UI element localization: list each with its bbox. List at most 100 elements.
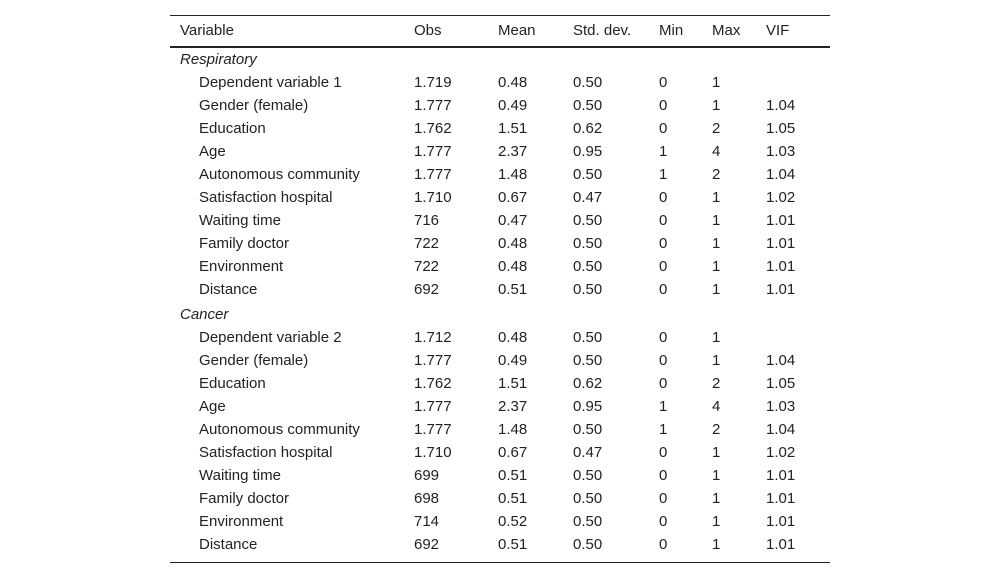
table-cell: 1.03 [766, 398, 796, 415]
table-cell: 0 [659, 97, 668, 114]
table-cell: 2.37 [498, 143, 528, 160]
table-cell: 2.37 [498, 398, 528, 415]
table-cell: 1 [659, 421, 668, 438]
column-header: Mean [498, 22, 536, 39]
table-cell: 2 [712, 421, 721, 438]
table-cell: 1 [712, 467, 721, 484]
table-cell: 1 [712, 74, 721, 91]
table-cell: 1 [712, 490, 721, 507]
variable-name: Age [199, 398, 226, 415]
table-cell: 0 [659, 513, 668, 530]
table-cell: 1 [659, 166, 668, 183]
table-cell: 0.48 [498, 329, 528, 346]
table-cell: 0.49 [498, 97, 528, 114]
table-cell: 1 [712, 536, 721, 553]
bottom-rule [170, 562, 830, 563]
variable-name: Dependent variable 2 [199, 329, 342, 346]
table-cell: 1 [712, 97, 721, 114]
table-cell: 2 [712, 375, 721, 392]
table-cell: 1.51 [498, 375, 528, 392]
table-cell: 0.95 [573, 398, 603, 415]
table-cell: 1.710 [414, 189, 452, 206]
table-cell: 0.47 [573, 189, 603, 206]
table-cell: 1.03 [766, 143, 796, 160]
table-cell: 0 [659, 281, 668, 298]
table-cell: 1.51 [498, 120, 528, 137]
column-header: Variable [180, 22, 234, 39]
variable-name: Gender (female) [199, 352, 309, 369]
table-cell: 1.02 [766, 189, 796, 206]
table-cell: 0 [659, 235, 668, 252]
table-cell: 0 [659, 375, 668, 392]
variable-name: Environment [199, 258, 284, 275]
table-cell: 1 [712, 281, 721, 298]
variable-name: Autonomous community [199, 421, 360, 438]
table-cell: 1.04 [766, 97, 796, 114]
table-cell: 0.50 [573, 74, 603, 91]
variable-name: Family doctor [199, 235, 290, 252]
table-cell: 1.762 [414, 375, 452, 392]
table-cell: 0.47 [498, 212, 528, 229]
table-cell: 0 [659, 258, 668, 275]
table-cell: 1.01 [766, 513, 796, 530]
table-cell: 0.50 [573, 421, 603, 438]
table-cell: 0 [659, 352, 668, 369]
table-cell: 1 [712, 212, 721, 229]
column-header: Obs [414, 22, 442, 39]
table-cell: 1.01 [766, 258, 796, 275]
variable-name: Satisfaction hospital [199, 444, 333, 461]
top-rule [170, 15, 830, 16]
table-cell: 0.50 [573, 212, 603, 229]
table-cell: 0.48 [498, 74, 528, 91]
table-cell: 0.62 [573, 375, 603, 392]
table-cell: 0.50 [573, 166, 603, 183]
column-header: Min [659, 22, 684, 39]
table-cell: 1.712 [414, 329, 452, 346]
table-cell: 0.50 [573, 352, 603, 369]
variable-name: Autonomous community [199, 166, 360, 183]
table-cell: 1.04 [766, 166, 796, 183]
table-cell: 1 [712, 189, 721, 206]
table-cell: 0 [659, 329, 668, 346]
table-cell: 698 [414, 490, 440, 507]
variable-name: Satisfaction hospital [199, 189, 333, 206]
variable-name: Age [199, 143, 226, 160]
table-cell: 1.777 [414, 143, 452, 160]
table-cell: 1.719 [414, 74, 452, 91]
table-cell: 0.51 [498, 490, 528, 507]
table-cell: 1.777 [414, 97, 452, 114]
table-cell: 0.67 [498, 189, 528, 206]
table-cell: 1.02 [766, 444, 796, 461]
table-cell: 0 [659, 490, 668, 507]
table-cell: 1 [712, 513, 721, 530]
table-cell: 1.48 [498, 166, 528, 183]
table-cell: 0 [659, 120, 668, 137]
variable-name: Waiting time [199, 467, 281, 484]
table-cell: 714 [414, 513, 440, 530]
table-cell: 0.52 [498, 513, 528, 530]
column-header: Max [712, 22, 741, 39]
table-cell: 1.01 [766, 235, 796, 252]
column-header: VIF [766, 22, 790, 39]
variable-name: Distance [199, 281, 258, 298]
table-cell: 0.50 [573, 467, 603, 484]
variable-name: Environment [199, 513, 284, 530]
variable-name: Education [199, 375, 266, 392]
table-cell: 1.777 [414, 421, 452, 438]
table-cell: 0.95 [573, 143, 603, 160]
table-cell: 0.62 [573, 120, 603, 137]
table-cell: 1.05 [766, 375, 796, 392]
table-cell: 4 [712, 143, 721, 160]
table-cell: 1.762 [414, 120, 452, 137]
table-cell: 0.50 [573, 97, 603, 114]
group-label: Respiratory [180, 51, 257, 68]
table-cell: 0.50 [573, 281, 603, 298]
table-cell: 1 [712, 352, 721, 369]
variable-name: Gender (female) [199, 97, 309, 114]
table-cell: 0 [659, 189, 668, 206]
table-cell: 722 [414, 235, 440, 252]
table-cell: 0.51 [498, 467, 528, 484]
table-cell: 0.51 [498, 536, 528, 553]
table-cell: 1.01 [766, 281, 796, 298]
